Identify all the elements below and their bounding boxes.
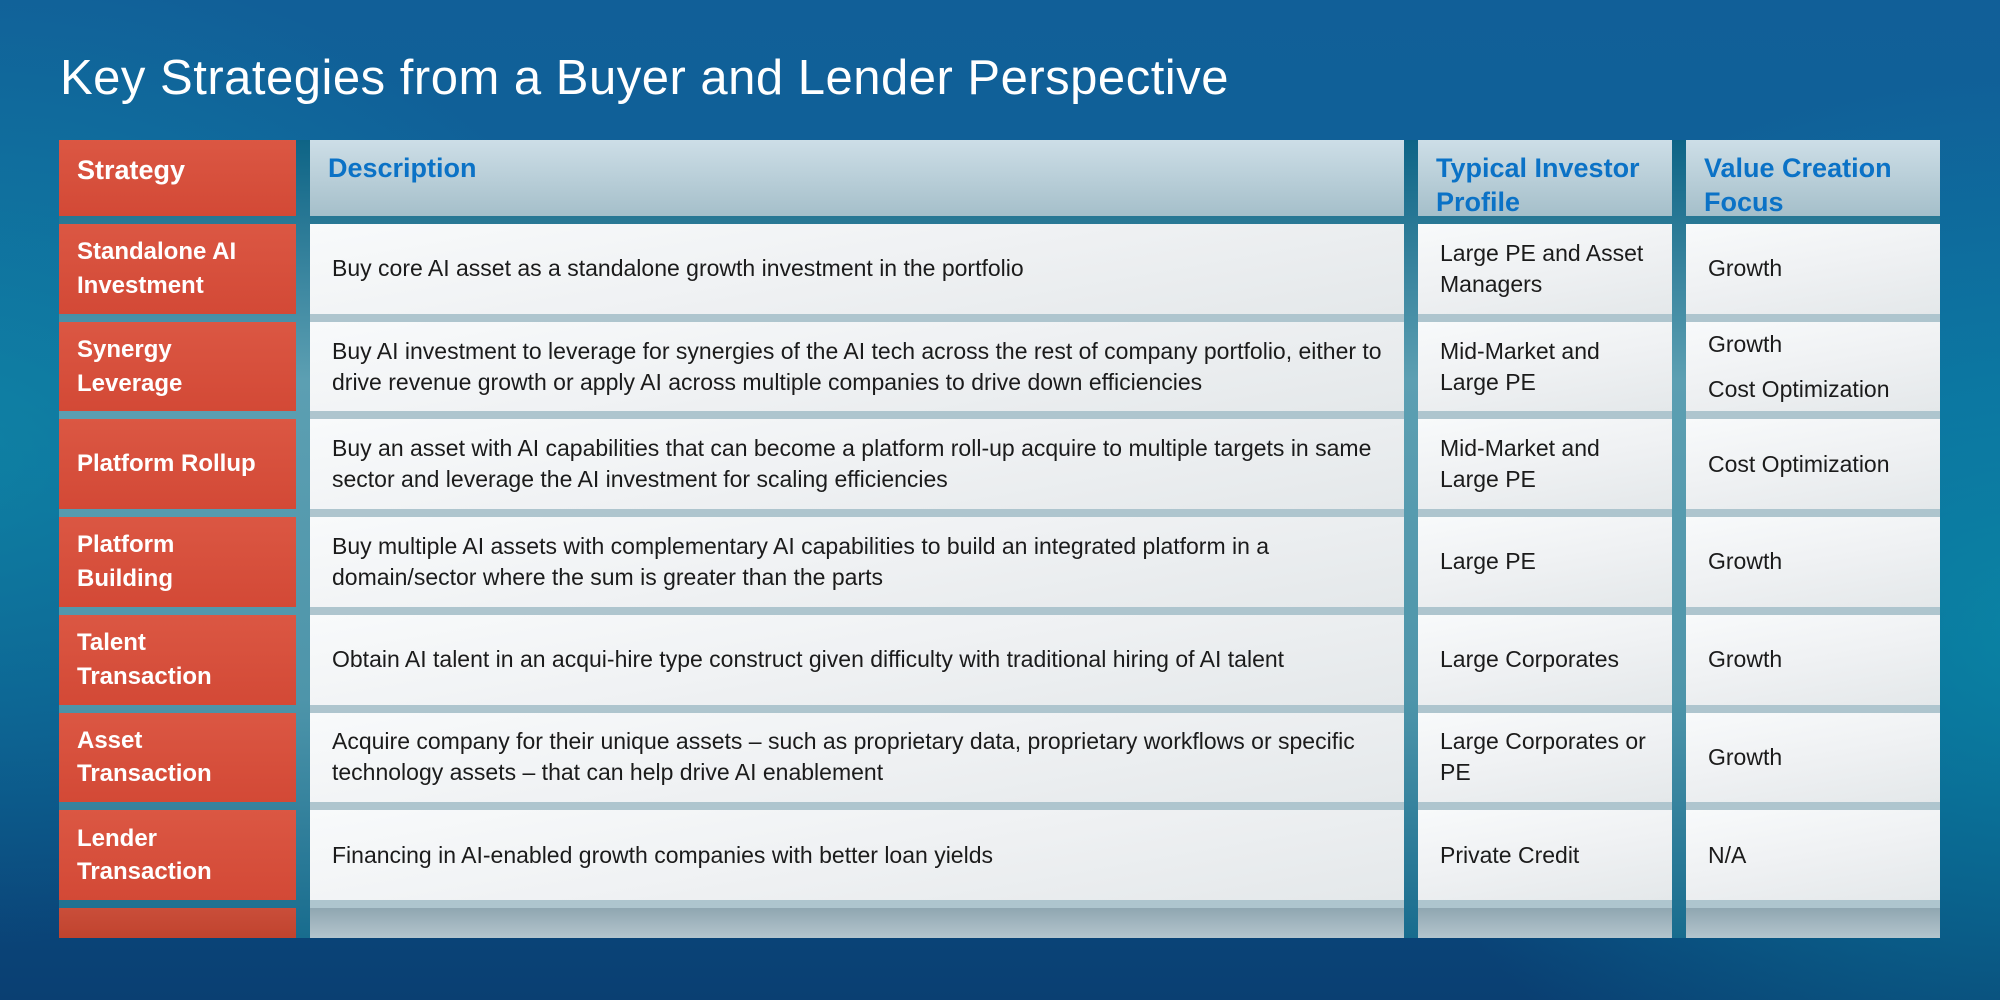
- description-cell: Buy an asset with AI capabilities that c…: [310, 419, 1404, 518]
- column-header-investor-profile: Typical Investor Profile: [1418, 140, 1672, 224]
- investor-profile-cell: Private Credit: [1418, 810, 1672, 908]
- slide-title: Key Strategies from a Buyer and Lender P…: [60, 51, 1229, 105]
- description-cell: Buy multiple AI assets with complementar…: [310, 517, 1404, 615]
- investor-profile-cell: Large PE and Asset Managers: [1418, 224, 1672, 322]
- value-focus-cell: Growth: [1686, 224, 1940, 322]
- description-cell: Obtain AI talent in an acqui-hire type c…: [310, 614, 1404, 713]
- investor-profile-text: Private Credit: [1440, 841, 1580, 868]
- investor-profile-text: Large Corporates or PE: [1440, 728, 1646, 786]
- strategy-label: Talent Transaction: [77, 629, 212, 690]
- strategy-label: Synergy Leverage: [77, 335, 183, 397]
- table-footer-investor-profile: [1418, 908, 1672, 938]
- description-text: Buy AI investment to leverage for synerg…: [332, 337, 1382, 395]
- value-focus-cell: Growth: [1686, 712, 1940, 811]
- value-focus-cell: Growth Cost Optimization: [1686, 321, 1940, 420]
- strategy-cell: Lender Transaction: [59, 810, 296, 908]
- investor-profile-cell: Large Corporates or PE: [1418, 712, 1672, 811]
- description-text: Obtain AI talent in an acqui-hire type c…: [332, 646, 1285, 673]
- investor-profile-text: Large Corporates: [1440, 646, 1619, 673]
- description-cell: Buy core AI asset as a standalone growth…: [310, 224, 1404, 322]
- column-header-strategy: Strategy: [59, 140, 296, 224]
- value-focus-cell: Growth: [1686, 517, 1940, 615]
- description-text: Buy multiple AI assets with complementar…: [332, 532, 1270, 590]
- strategy-label: Standalone AI Investment: [77, 238, 237, 299]
- strategy-cell: Talent Transaction: [59, 614, 296, 713]
- value-focus-text: Growth: [1708, 548, 1783, 575]
- investor-profile-cell: Large Corporates: [1418, 614, 1672, 713]
- strategy-cell: Standalone AI Investment: [59, 224, 296, 322]
- investor-profile-cell: Mid-Market and Large PE: [1418, 419, 1672, 518]
- strategies-table: Strategy Description Typical Investor Pr…: [59, 140, 1940, 938]
- investor-profile-cell: Mid-Market and Large PE: [1418, 321, 1672, 420]
- strategy-cell: Asset Transaction: [59, 712, 296, 811]
- description-text: Buy core AI asset as a standalone growth…: [332, 255, 1024, 282]
- value-focus-text: N/A: [1708, 841, 1747, 868]
- strategy-cell: Platform Rollup: [59, 419, 296, 517]
- strategy-label: Platform Rollup: [77, 450, 256, 478]
- column-header-description: Description: [310, 140, 1404, 224]
- table-footer-description: [310, 908, 1404, 938]
- value-focus-text: Cost Optimization: [1708, 375, 1890, 402]
- strategy-label: Asset Transaction: [77, 726, 212, 788]
- value-focus-cell: Cost Optimization: [1686, 419, 1940, 518]
- investor-profile-text: Mid-Market and Large PE: [1440, 435, 1600, 493]
- strategy-label: Lender Transaction: [77, 824, 212, 886]
- description-cell: Buy AI investment to leverage for synerg…: [310, 321, 1404, 420]
- value-focus-text: Growth: [1708, 646, 1783, 673]
- strategy-cell: Synergy Leverage: [59, 321, 296, 420]
- value-focus-text: Growth: [1708, 743, 1783, 770]
- description-text: Buy an asset with AI capabilities that c…: [332, 435, 1372, 493]
- strategy-cell: Platform Building: [59, 517, 296, 615]
- value-focus-cell: Growth: [1686, 614, 1940, 713]
- investor-profile-text: Large PE and Asset Managers: [1440, 239, 1644, 297]
- value-focus-text: Growth: [1708, 255, 1783, 282]
- investor-profile-text: Mid-Market and Large PE: [1440, 337, 1600, 395]
- table-footer-strategy: [59, 908, 296, 938]
- description-cell: Acquire company for their unique assets …: [310, 712, 1404, 811]
- description-cell: Financing in AI-enabled growth companies…: [310, 810, 1404, 908]
- investor-profile-text: Large PE: [1440, 548, 1536, 575]
- value-focus-text: Growth: [1708, 330, 1783, 357]
- table-footer-value-focus: [1686, 908, 1940, 938]
- description-text: Acquire company for their unique assets …: [332, 728, 1355, 786]
- value-focus-cell: N/A: [1686, 810, 1940, 908]
- description-text: Financing in AI-enabled growth companies…: [332, 841, 993, 868]
- investor-profile-cell: Large PE: [1418, 517, 1672, 615]
- column-header-value-focus: Value Creation Focus: [1686, 140, 1940, 224]
- value-focus-text: Cost Optimization: [1708, 450, 1890, 477]
- strategy-label: Platform Building: [77, 531, 175, 592]
